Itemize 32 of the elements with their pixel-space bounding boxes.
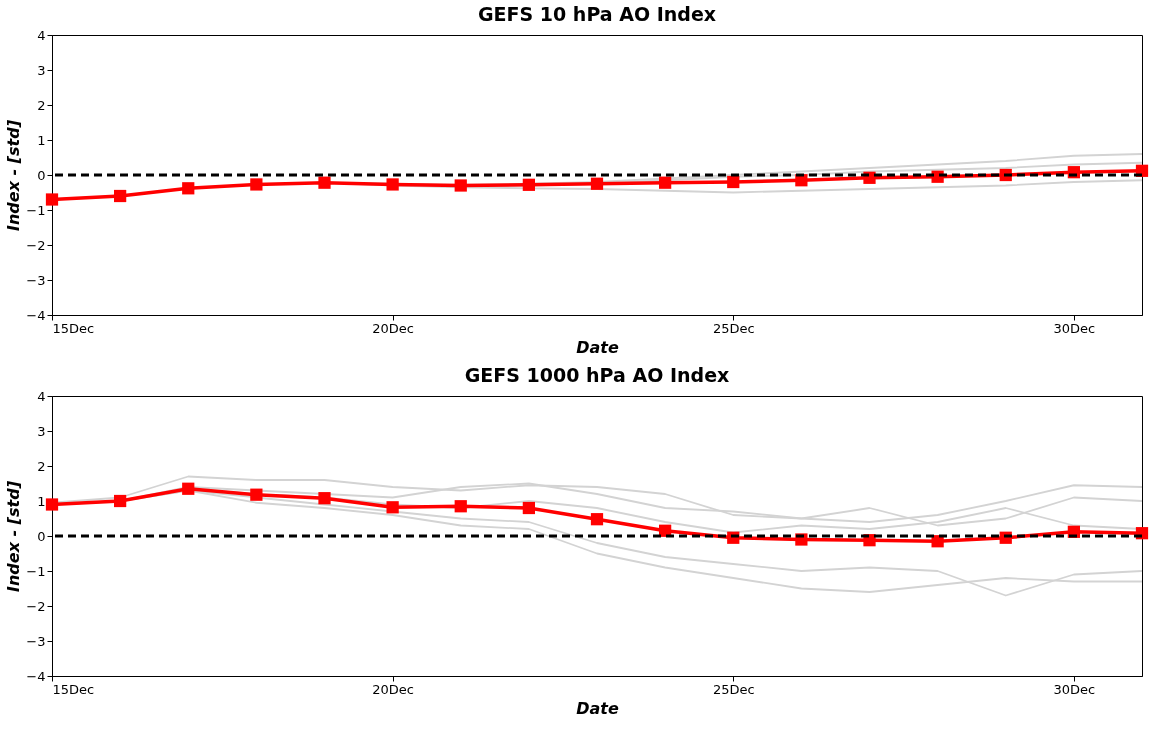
x-tick-label: 15Dec — [52, 681, 95, 697]
y-tick-label: −4 — [26, 668, 46, 684]
y-tick-label: 0 — [37, 528, 46, 544]
y-tick-label: 2 — [37, 458, 46, 474]
x-tick-label: 30Dec — [1053, 320, 1096, 336]
y-tick-label: −1 — [26, 563, 46, 579]
y-tick-label: 2 — [37, 97, 46, 113]
x-tick-label: 20Dec — [372, 681, 414, 697]
x-tick-label: 30Dec — [1053, 681, 1096, 697]
y-tick-label: −3 — [26, 272, 46, 288]
y-tick-label: −4 — [26, 307, 46, 323]
y-tick-label: −2 — [26, 237, 46, 253]
x-axis-title: Date — [576, 337, 619, 357]
x-tick-label: 25Dec — [712, 681, 755, 697]
x-tick-label: 15Dec — [52, 320, 95, 336]
y-axis-title: Index - [std] — [4, 119, 24, 231]
x-tick-label: 25Dec — [712, 320, 755, 336]
y-tick-label: 1 — [37, 493, 46, 509]
y-tick-label: −2 — [26, 598, 46, 614]
y-tick-label: 4 — [37, 388, 46, 404]
chart-title: GEFS 1000 hPa AO Index — [464, 364, 730, 386]
y-axis-title: Index - [std] — [4, 480, 24, 592]
y-tick-label: −1 — [26, 202, 46, 218]
chart-title: GEFS 10 hPa AO Index — [477, 3, 717, 25]
y-tick-label: 3 — [37, 423, 46, 439]
y-tick-label: 3 — [37, 62, 46, 78]
y-tick-label: 0 — [37, 167, 46, 183]
y-tick-label: −3 — [26, 633, 46, 649]
x-axis-title: Date — [576, 698, 619, 718]
x-tick-label: 20Dec — [372, 320, 414, 336]
y-tick-label: 4 — [37, 27, 46, 43]
y-tick-label: 1 — [37, 132, 46, 148]
